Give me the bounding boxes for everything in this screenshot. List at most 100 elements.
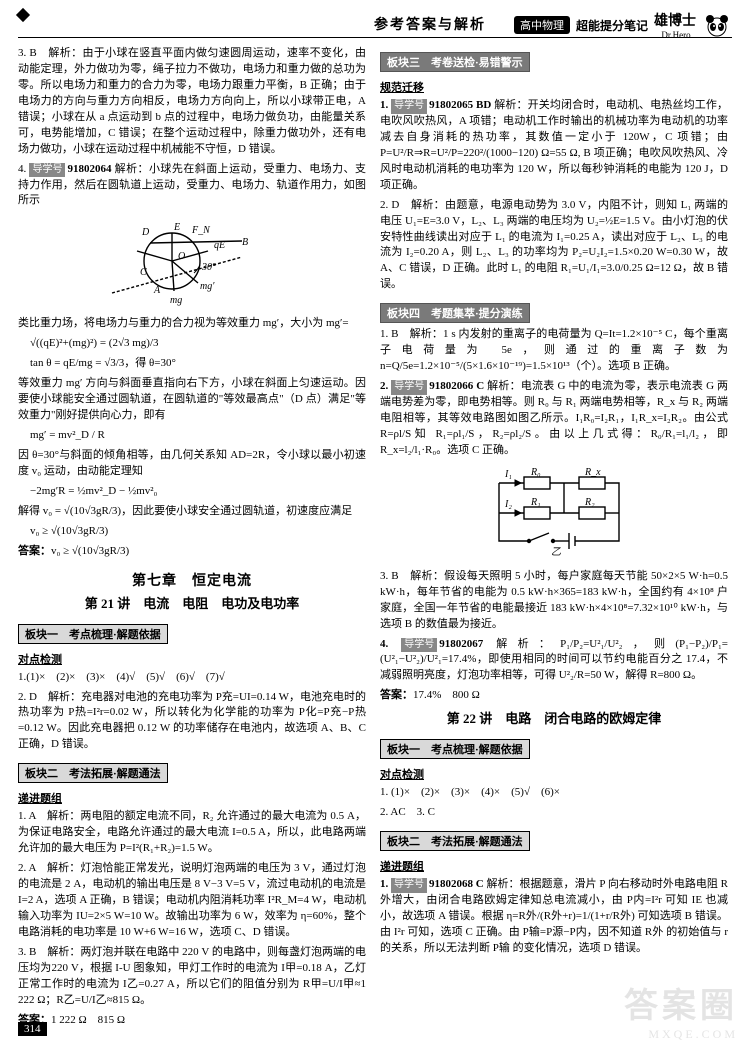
block1b-l2: 2. AC 3. C	[380, 805, 728, 821]
block2-p3: 3. B 解析：两灯泡并联在电路中 220 V 的电路中，则每盏灯泡两端的电压均…	[18, 945, 366, 1009]
eq3: mg′ = mv²_D / R	[18, 428, 366, 444]
eq5: v₀ ≥ √(10√3gR/3)	[18, 524, 366, 540]
brand-logo-cn: 雄博士	[654, 10, 696, 30]
r-b4-p1: 1. B 解析：1 s 内发射的重离子的电荷量为 Q=It=1.2×10⁻⁵ C…	[380, 327, 728, 375]
q4-txt3: 因 θ=30°与斜面的倾角相等，由几何关系知 AD=2R，令小球以最小初速度 v…	[18, 448, 366, 480]
brand-logo-text: 雄博士 Dr.Hero	[654, 10, 696, 40]
page-root: 参考答案与解析 高中物理 超能提分笔记 雄博士 Dr.Hero 3. B 解析：…	[0, 0, 750, 1050]
b2-ans: 1 222 Ω 815 Ω	[51, 1014, 125, 1026]
q4-after-txt: 类比重力场，将电场力与重力的合力视为等效重力 mg′，大小为 mg′=	[18, 317, 349, 329]
q4-num: 4.	[18, 163, 29, 175]
guide-label-3: 导学号	[391, 380, 427, 395]
guide-label-4: 导学号	[401, 638, 437, 653]
block2-sub: 递进题组	[18, 790, 62, 806]
c-R0: R₀	[530, 467, 541, 478]
r-p5: 1. 导学号91802068 C 解析：根据题意，滑片 P 向右移动时外电路电阻…	[380, 877, 728, 957]
guide-code-label-1: 导学号	[29, 163, 65, 178]
lbl-E: E	[173, 222, 180, 233]
block1-line: 1.(1)× (2)× (3)× (4)√ (5)√ (6)√ (7)√	[18, 670, 366, 686]
block4-head: 板块四 考题集萃·提分演练	[380, 303, 530, 323]
ans-val: v₀ ≥ √(10√3gR/3)	[51, 545, 129, 557]
lbl-mg: mg	[170, 295, 182, 306]
lbl-O: O	[178, 251, 185, 262]
guide-code-4: 91802067	[439, 638, 483, 650]
watermark-en: MXQE.COM	[624, 1027, 738, 1042]
c-I1: I₁	[504, 469, 512, 480]
block3-sub: 规范迁移	[380, 79, 424, 95]
r-b4-p2: 2. 导学号91802066 C 解析：电流表 G 中的电流为零，表示电流表 G…	[380, 379, 728, 459]
p42-ans: C	[476, 380, 484, 392]
panda-icon	[702, 10, 732, 40]
p5-ans: C	[476, 878, 484, 890]
r-p1-txt: 解析：开关均闭合时，电动机、电热丝均工作，电吹风吹热风，A 项错；电动机工作时输…	[380, 99, 728, 191]
block1-p2: 2. D 解析：充电器对电池的充电功率为 P充=UI=0.14 W，电池充电时的…	[18, 690, 366, 754]
q4-after: 类比重力场，将电场力与重力的合力视为等效重力 mg′，大小为 mg′=	[18, 316, 366, 332]
r-p1: 1. 导学号91802065 BD 解析：开关均闭合时，电动机、电热丝均工作，电…	[380, 98, 728, 194]
r-b4-p4-ans: 答案：17.4% 800 Ω	[380, 688, 728, 704]
left-column: 3. B 解析：由于小球在竖直平面内做匀速圆周运动，速率不变化，由动能定理，外力…	[18, 46, 366, 1032]
q4-txt2: 等效重力 mg′ 方向与斜面垂直指向右下方，小球在斜面上匀速运动。因要使小球能安…	[18, 376, 366, 424]
c-Rx: R_x	[584, 467, 601, 478]
c-I2: I₂	[504, 499, 512, 510]
c-R2: R₂	[584, 497, 595, 508]
section-22-title: 第 22 讲 电路 闭合电路的欧姆定律	[380, 708, 728, 727]
guide-code-3: 91802066	[429, 380, 473, 392]
q4-answer: 答案：v₀ ≥ √(10√3gR/3)	[18, 544, 366, 560]
block2-p1: 1. A 解析：两电阻的额定电流不同，R₂ 允许通过的最大电流为 0.5 A，为…	[18, 809, 366, 857]
watermark-cn: 答案圈	[624, 978, 738, 1027]
guide-code-5: 91802068	[429, 878, 473, 890]
lbl-D: D	[141, 227, 150, 238]
r-b4-p3: 3. B 解析：假设每天照明 5 小时，每户家庭每天节能 50×2×5 W·h=…	[380, 569, 728, 633]
p1-ans: BD	[476, 99, 491, 111]
c-Z: 乙	[551, 547, 561, 558]
lbl-FN: F_N	[191, 225, 211, 236]
block1-sub: 对点检测	[18, 651, 62, 667]
guide-label-5: 导学号	[391, 878, 427, 893]
ans-label: 答案：	[18, 545, 51, 557]
lbl-qE: qE	[214, 240, 225, 251]
q4-txt4: 解得 v₀ = √(10√3gR/3)，因此要使小球安全通过圆轨道，初速度应满足	[18, 504, 366, 520]
block1-head: 板块一 考点梳理·解题依据	[18, 624, 168, 644]
block2-p2: 2. A 解析：灯泡恰能正常发光，说明灯泡两端的电压为 3 V，通过灯泡的电流是…	[18, 861, 366, 941]
q3: 3. B 解析：由于小球在竖直平面内做匀速圆周运动，速率不变化，由动能定理，外力…	[18, 46, 366, 158]
chapter-7-title: 第七章 恒定电流	[18, 570, 366, 590]
block2b-head: 板块二 考法拓展·解题通法	[380, 831, 530, 851]
eq1-lhs: √((qE)²+(mg)²)	[30, 337, 97, 349]
header-right: 高中物理 超能提分笔记 雄博士 Dr.Hero	[514, 10, 732, 40]
r-p2: 2. D 解析：由题意，电源电动势为 3.0 V，内阻不计，则知 L₁ 两端的电…	[380, 198, 728, 294]
page-number: 314	[18, 1022, 47, 1036]
right-column: 板块三 考卷送检·易错警示 规范迁移 1. 导学号91802065 BD 解析：…	[380, 46, 728, 1032]
block2-head: 板块二 考法拓展·解题通法	[18, 763, 168, 783]
block3-head: 板块三 考卷送检·易错警示	[380, 52, 530, 72]
block2b-sub: 递进题组	[380, 858, 424, 874]
force-diagram: D E F_N qE B O C mg mg′ 30° A	[18, 215, 366, 310]
section-21-title: 第 21 讲 电流 电阻 电功及电功率	[18, 593, 366, 612]
circuit-diagram: I₁ R₀ R_x I₂ R₁ R₂ 乙	[380, 463, 728, 561]
eq2: tan θ = qE/mg = √3/3，得 θ=30°	[18, 356, 366, 372]
lbl-A: A	[153, 285, 161, 296]
brand-series: 超能提分笔记	[576, 17, 648, 34]
columns: 3. B 解析：由于小球在竖直平面内做匀速圆周运动，速率不变化，由动能定理，外力…	[18, 46, 732, 1032]
lbl-mgp: mg′	[200, 281, 215, 292]
guide-code-1: 91802064	[67, 163, 111, 175]
block1b-head: 板块一 考点梳理·解题依据	[380, 739, 530, 759]
guide-label-2: 导学号	[391, 99, 427, 114]
subject-badge: 高中物理	[514, 16, 570, 34]
brand-logo-en: Dr.Hero	[661, 30, 690, 40]
lbl-B: B	[242, 237, 248, 248]
p44-ans: 17.4% 800 Ω	[413, 689, 480, 701]
lbl-30: 30°	[201, 262, 216, 273]
eq1-rhs: = (2√3 mg)/3	[97, 337, 158, 349]
watermark: 答案圈 MXQE.COM	[624, 978, 738, 1042]
eq1: √((qE)²+(mg)²) = (2√3 mg)/3	[18, 336, 366, 352]
p44-ans-label: 答案：	[380, 689, 413, 701]
block1b-sub: 对点检测	[380, 766, 424, 782]
block2-ans: 答案：1 222 Ω 815 Ω	[18, 1013, 366, 1029]
q4-intro: 4. 导学号91802064 解析：小球先在斜面上运动，受重力、电场力、支持力作…	[18, 162, 366, 210]
r-b4-p4: 4. 导学号91802067 解析：P₁/P₂=U²₁/U²₂，则(P₁−P₂)…	[380, 637, 728, 685]
eq4: −2mg′R = ½mv²_D − ½mv²₀	[18, 484, 366, 500]
block1b-l1: 1. (1)× (2)× (3)× (4)× (5)√ (6)×	[380, 785, 728, 801]
header-bar: 参考答案与解析 高中物理 超能提分笔记 雄博士 Dr.Hero	[18, 12, 732, 38]
guide-code-2: 91802065	[429, 99, 473, 111]
lbl-C: C	[140, 267, 147, 278]
